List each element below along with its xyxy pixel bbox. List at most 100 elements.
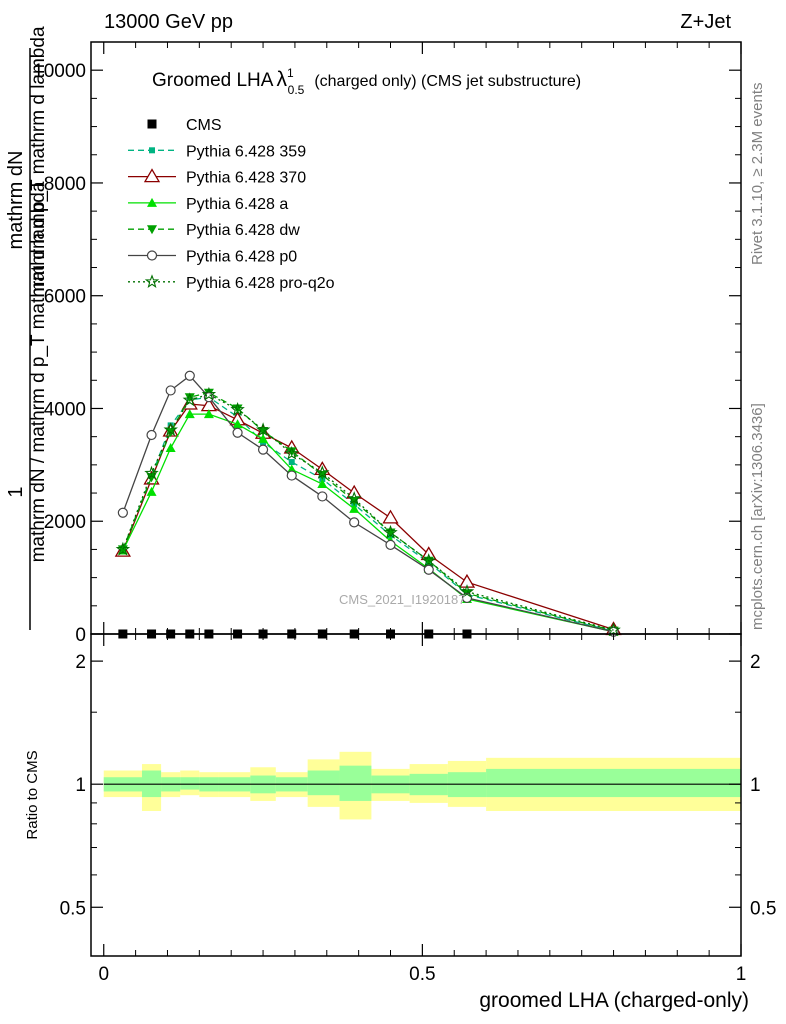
legend-label: Pythia 6.428 a <box>186 196 288 213</box>
uncertainty-band-green <box>307 770 340 796</box>
ratio-xtick-label: 0 <box>98 964 109 985</box>
ratio-ytick-label-right: 0.5 <box>750 898 776 919</box>
data-point <box>347 491 362 505</box>
data-point <box>421 553 437 567</box>
header-energy: 13000 GeV pp <box>104 11 233 33</box>
main-ytick-label: 8000 <box>44 174 86 195</box>
series-line <box>122 392 614 632</box>
data-point <box>165 442 176 452</box>
data-point <box>317 479 328 489</box>
ylabel-line-3: mathrm dN <box>5 151 27 250</box>
legend-label: Pythia 6.428 359 <box>186 143 306 160</box>
series-6 <box>115 386 621 637</box>
data-point <box>284 445 299 460</box>
data-point <box>423 564 434 575</box>
legend-marker <box>147 225 157 235</box>
data-point <box>286 447 297 457</box>
watermark: CMS_2021_I1920187 <box>339 592 466 607</box>
data-point <box>201 386 217 401</box>
rivet-label: Rivet 3.1.10, ≥ 2.3M events <box>749 83 766 266</box>
title-rest: (charged only) (CMS jet substructure) <box>314 73 581 90</box>
ratio-ylabel: Ratio to CMS <box>24 750 41 839</box>
title-main: Groomed LHA <box>152 70 274 91</box>
legend-entry: Pythia 6.428 370 <box>128 168 306 187</box>
ylabel-line-4: mathrm d p_T mathrm d lambda <box>28 26 49 297</box>
data-point <box>257 444 269 455</box>
data-point <box>317 491 328 502</box>
legend-entry: Pythia 6.428 a <box>128 196 288 213</box>
legend-marker <box>147 119 157 129</box>
data-point <box>288 459 295 466</box>
data-point <box>258 427 269 437</box>
header-process: Z+Jet <box>680 11 731 33</box>
data-point <box>459 584 475 598</box>
data-point <box>144 465 159 480</box>
main-ytick-label: 2000 <box>44 512 86 533</box>
data-point <box>255 422 271 437</box>
ratio-plot-frame <box>90 633 742 957</box>
title-sup: 1 <box>287 66 294 80</box>
data-point <box>315 465 330 479</box>
data-point <box>349 517 360 528</box>
ratio-xlabel: groomed LHA (charged-only) <box>479 989 749 1012</box>
legend-entry: Pythia 6.428 pro-q2o <box>128 274 335 292</box>
ratio-xtick-label: 0.5 <box>409 964 435 985</box>
main-ytick-label: 10000 <box>33 61 86 82</box>
data-point <box>146 486 157 496</box>
data-point <box>203 409 214 419</box>
legend-label: Pythia 6.428 pro-q2o <box>186 275 335 292</box>
ratio-xtick-label: 1 <box>736 964 747 985</box>
uncertainty-band-green <box>486 768 741 798</box>
data-point <box>286 470 297 481</box>
uncertainty-band-green <box>339 765 372 801</box>
data-point <box>385 539 396 551</box>
data-point <box>232 419 243 429</box>
data-point <box>230 401 245 416</box>
data-point <box>184 370 195 381</box>
legend-entry: Pythia 6.428 p0 <box>128 249 297 266</box>
ratio-ytick-label: 0.5 <box>60 898 86 919</box>
ratio-ytick-label: 1 <box>75 775 86 796</box>
data-point <box>286 464 297 474</box>
legend-marker <box>143 168 161 183</box>
legend-marker <box>149 147 155 154</box>
data-point <box>146 429 157 441</box>
legend-marker <box>147 197 157 207</box>
legend-label: Pythia 6.428 dw <box>186 222 300 239</box>
ratio-ytick-label: 2 <box>75 652 86 673</box>
legend-marker <box>144 274 160 288</box>
legend-entry: Pythia 6.428 359 <box>128 143 306 160</box>
main-ytick-label: 4000 <box>44 399 86 420</box>
data-point <box>232 427 243 438</box>
data-point <box>184 409 195 419</box>
series-line <box>122 413 614 633</box>
data-point <box>349 503 360 513</box>
data-point <box>606 622 621 637</box>
legend-label: Pythia 6.428 p0 <box>186 249 297 266</box>
data-point <box>115 541 131 556</box>
legend-entry: CMS <box>147 117 222 134</box>
data-point <box>163 422 178 437</box>
legend: CMS Pythia 6.428 359 Pythia 6.428 370 Pythi… <box>128 117 335 292</box>
uncertainty-band-green <box>180 777 200 790</box>
data-point <box>382 509 399 524</box>
ylabel-line-2: mathrm dN / mathrm d p_T mathrm d lambda <box>28 181 49 562</box>
main-ylabel: 1 mathrm dN / mathrm d p_T mathrm d lamb… <box>5 26 49 630</box>
data-point <box>383 524 398 539</box>
mcplots-label: mcplots.cern.ch [arXiv:1306.3436] <box>749 403 766 630</box>
data-point <box>184 393 195 403</box>
title-symbol: λ <box>276 68 287 91</box>
data-point <box>182 392 197 407</box>
data-point <box>165 385 176 396</box>
chart-title: Groomed LHA λ1 0.5 (charged only) (CMS jet … <box>152 66 581 97</box>
data-point <box>258 433 269 443</box>
ylabel-line-1: 1 <box>5 486 27 497</box>
data-point <box>117 507 128 518</box>
ratio-ytick-label-right: 1 <box>750 775 761 796</box>
main-ytick-label: 0 <box>75 625 86 646</box>
ratio-ytick-label-right: 2 <box>750 652 761 673</box>
legend-label: CMS <box>186 117 222 134</box>
legend-marker <box>146 250 158 261</box>
main-ytick-label: 6000 <box>44 287 86 308</box>
